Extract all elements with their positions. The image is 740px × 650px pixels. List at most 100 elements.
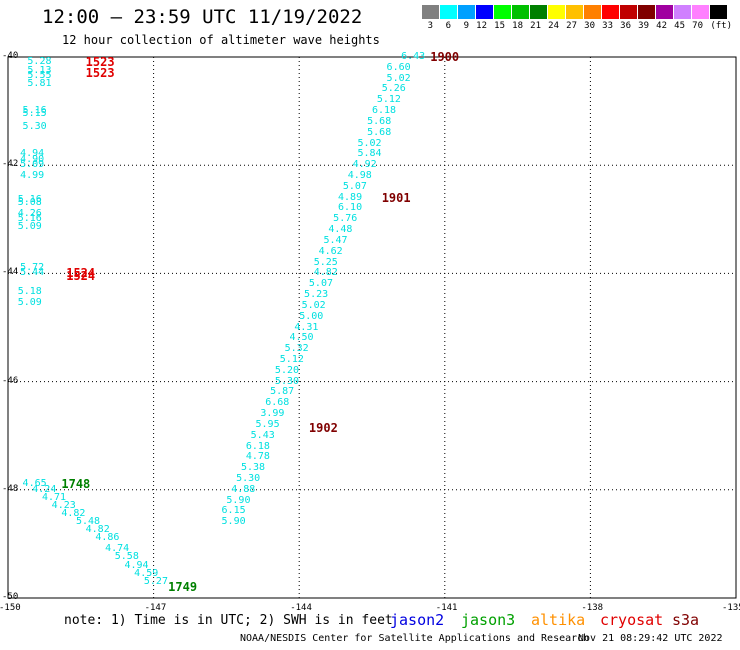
map-frame — [7, 56, 737, 599]
legend-swatch — [638, 5, 655, 19]
wave-height-value: 4.89 — [338, 191, 363, 203]
satellite-jason2: jason2 — [390, 611, 445, 629]
wave-height-value: 5.15 — [22, 107, 47, 119]
graticule — [8, 57, 736, 598]
wave-height-value: 5.95 — [255, 418, 280, 430]
wave-height-value: 4.65 — [22, 478, 47, 490]
wave-height-value: 5.12 — [376, 94, 401, 106]
legend-label: 36 — [620, 21, 631, 31]
wave-height-value: 5.26 — [381, 83, 406, 95]
legend-label: 3 — [427, 21, 433, 31]
legend-label: 21 — [530, 21, 541, 31]
map-title: 12:00 – 23:59 UTC 11/19/2022 — [42, 6, 363, 28]
legend-label: 42 — [656, 21, 667, 31]
wave-height-value: 5.30 — [236, 472, 261, 484]
legend-swatch — [476, 5, 493, 19]
wave-height-value: 5.38 — [240, 462, 266, 474]
wave-height-value: 5.09 — [17, 221, 42, 233]
map-subtitle: 12 hour collection of altimeter wave hei… — [62, 33, 380, 47]
legend-swatch — [620, 5, 637, 19]
wave-height-value: 4.23 — [51, 500, 76, 512]
lat-label: -50 — [2, 592, 19, 602]
wave-height-value: 4.62 — [318, 245, 343, 257]
wave-height-value: 6.10 — [338, 202, 363, 214]
legend-label: 27 — [566, 21, 577, 31]
footer-credit: NOAA/NESDIS Center for Satellite Applica… — [240, 633, 590, 644]
satellite-jason3: jason3 — [461, 611, 516, 629]
wave-height-value: 5.07 — [342, 180, 367, 192]
pass-time-label: 1523 — [85, 66, 115, 81]
lon-label: -144 — [290, 603, 312, 613]
pass-time-label: 1901 — [381, 190, 411, 205]
wave-height-value: 5.48 — [75, 516, 101, 528]
legend-swatch — [656, 5, 673, 19]
wave-height-value: 5.09 — [20, 159, 45, 171]
wave-height-value: 4.50 — [289, 332, 314, 344]
wave-height-value: 4.78 — [245, 451, 270, 463]
wave-height-value: 4.59 — [134, 567, 159, 579]
legend-swatch — [674, 5, 691, 19]
wave-height-value: 5.09 — [17, 297, 42, 309]
wave-height-value: 5.07 — [308, 278, 333, 290]
wave-height-value: 5.55 — [27, 69, 52, 81]
wave-height-value: 5.02 — [357, 137, 382, 149]
legend-label: 15 — [494, 21, 505, 31]
wave-height-value: 5.30 — [22, 121, 47, 133]
wave-height-value: 4.24 — [32, 483, 57, 495]
wave-height-value: 6.68 — [265, 397, 290, 409]
wave-height-value: 5.16 — [17, 213, 42, 225]
wave-height-value: 4.98 — [347, 170, 372, 182]
pass-time-label: 1523 — [85, 55, 115, 70]
wave-height-value: 4.71 — [41, 491, 67, 503]
wave-height-value: 4.26 — [17, 207, 42, 219]
wave-height-value: 4.94 — [20, 148, 45, 160]
legend-swatch — [602, 5, 619, 19]
wave-height-value: 5.28 — [27, 56, 52, 68]
wave-height-value: 5.13 — [27, 64, 52, 76]
pass-time-label: 1524 — [66, 269, 96, 284]
legend-label: 24 — [548, 21, 559, 31]
legend-swatch — [566, 5, 583, 19]
wave-height-value: 4.92 — [352, 159, 377, 171]
wave-height-value: 6.60 — [386, 61, 411, 73]
legend-swatch — [710, 5, 727, 19]
wave-height-value: 5.27 — [143, 575, 168, 587]
wave-height-value: 5.87 — [270, 386, 295, 398]
wave-height-value: 5.00 — [299, 310, 324, 322]
wave-height-value: 5.72 — [20, 261, 45, 273]
wave-height-value: 5.23 — [304, 289, 329, 301]
legend-label: 18 — [512, 21, 523, 31]
legend-label: 45 — [674, 21, 685, 31]
footer-timestamp: Nov 21 08:29:42 UTC 2022 — [578, 633, 723, 644]
legend-swatch — [548, 5, 565, 19]
wave-height-value: 6.15 — [221, 505, 246, 517]
lat-label: -42 — [2, 159, 19, 170]
lat-label: -44 — [2, 267, 19, 278]
wave-height-value: 5.43 — [250, 429, 275, 441]
wave-height-value: 5.18 — [17, 286, 42, 298]
lon-label: -135 — [722, 603, 740, 613]
wave-height-value: 5.02 — [301, 299, 326, 311]
legend-swatch — [458, 5, 475, 19]
wave-height-value: 6.18 — [372, 105, 397, 117]
wave-height-value: 4.86 — [95, 532, 120, 544]
wave-height-value: 5.76 — [333, 213, 358, 225]
wave-height-value: 4.90 — [20, 153, 45, 165]
pass-time-label: 1902 — [308, 420, 338, 435]
wave-height-value: 5.84 — [357, 148, 382, 160]
wave-height-value: 5.47 — [323, 234, 348, 246]
pass-time-label: 1749 — [168, 580, 198, 595]
lat-label: -46 — [2, 375, 19, 386]
wave-height-value: 5.90 — [221, 516, 246, 528]
pass-time-label: 1900 — [430, 50, 460, 64]
pass-time-label: 1748 — [61, 477, 91, 492]
legend-label: 70 — [692, 21, 703, 31]
wave-height-value: 3.99 — [260, 408, 285, 420]
legend-label: 12 — [476, 21, 487, 31]
wave-height-value: 5.16 — [17, 194, 42, 206]
wave-height-value: 5.81 — [27, 78, 52, 90]
satellite-cryosat: cryosat — [600, 611, 664, 629]
wave-height-value: 5.58 — [114, 551, 139, 563]
legend-swatch — [512, 5, 529, 19]
